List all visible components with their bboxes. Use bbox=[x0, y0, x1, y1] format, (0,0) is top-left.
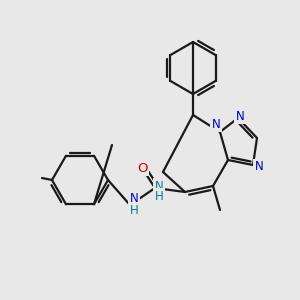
Text: H: H bbox=[130, 203, 138, 217]
Text: N: N bbox=[154, 179, 164, 193]
Text: N: N bbox=[255, 160, 263, 173]
Text: H: H bbox=[154, 190, 164, 202]
Text: N: N bbox=[236, 110, 244, 122]
Text: N: N bbox=[212, 118, 220, 130]
Text: O: O bbox=[137, 161, 147, 175]
Text: N: N bbox=[130, 193, 138, 206]
